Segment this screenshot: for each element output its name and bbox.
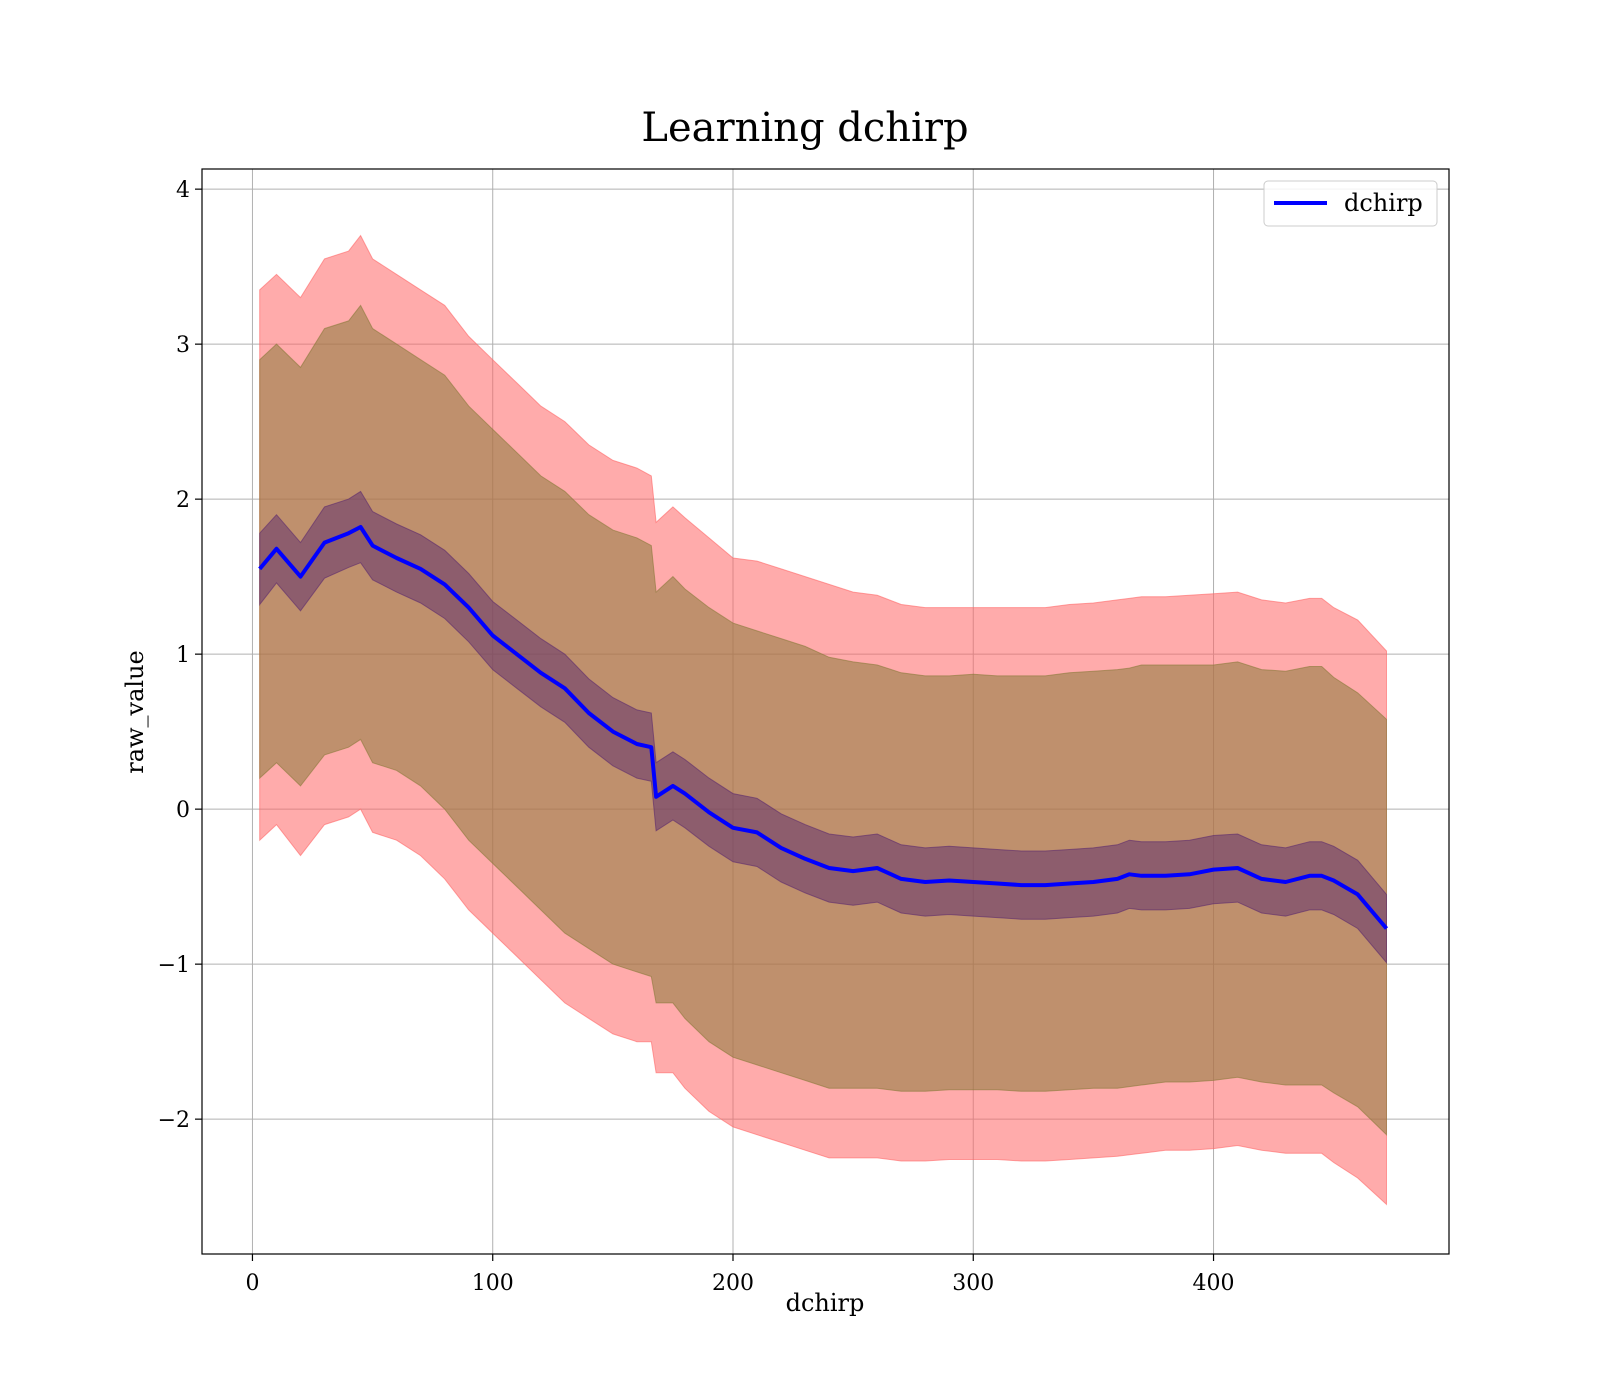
confidence-bands [259, 234, 1387, 1206]
legend: dchirp [1263, 180, 1438, 227]
y-tick-label: 0 [176, 798, 190, 823]
x-tick-label: 300 [952, 1271, 994, 1296]
legend-label: dchirp [1344, 189, 1423, 217]
series-line-dchirp [258, 525, 1389, 930]
x-tick-label: 400 [1193, 1271, 1235, 1296]
y-tick-label: 3 [176, 333, 190, 358]
y-tick-label: −1 [158, 953, 190, 978]
y-tick-label: −2 [158, 1108, 190, 1133]
y-tick-label: 2 [176, 488, 190, 513]
y-tick-label: 1 [176, 643, 190, 668]
series-lines [258, 525, 1389, 930]
axis-ticks: 0 100 200 300 400 −2 −1 0 1 2 3 4 [158, 178, 1235, 1296]
x-tick-label: 200 [712, 1271, 754, 1296]
chart-title: Learning dchirp [641, 105, 968, 151]
plot-frame [201, 168, 1450, 1255]
y-tick-label: 4 [176, 178, 190, 203]
y-axis-label: raw_value [121, 650, 149, 774]
x-tick-label: 100 [472, 1271, 514, 1296]
x-tick-label: 0 [245, 1271, 259, 1296]
x-axis-label: dchirp [786, 1289, 865, 1317]
legend-box [1263, 180, 1438, 227]
middle-band [259, 304, 1387, 1136]
inner-band [259, 490, 1387, 964]
